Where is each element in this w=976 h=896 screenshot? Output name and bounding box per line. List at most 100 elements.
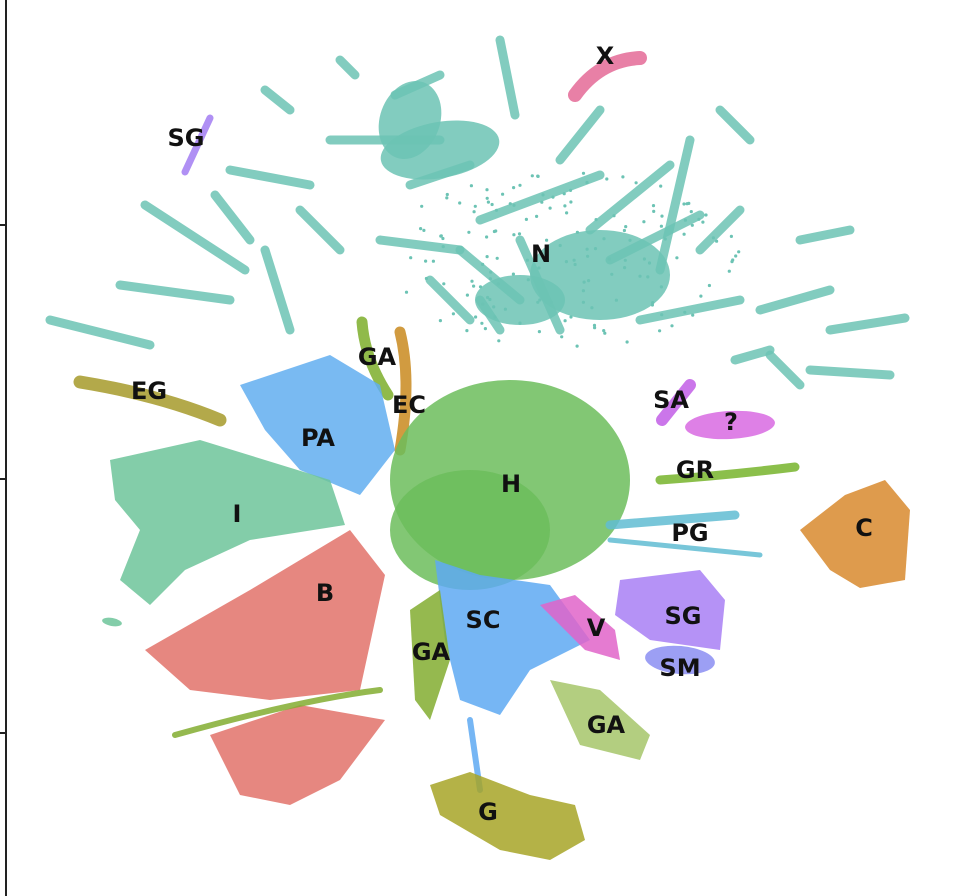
- cluster-n-point: [565, 211, 569, 215]
- cluster-n-streak: [635, 295, 745, 325]
- cluster-sg-region: [181, 114, 214, 176]
- cluster-n-point: [494, 229, 498, 233]
- cluster-n-point: [707, 283, 712, 288]
- cluster-n-point: [697, 217, 701, 221]
- cluster-n-point: [585, 180, 589, 185]
- cluster-label-i: I: [233, 500, 242, 528]
- cluster-n-streak: [225, 165, 315, 190]
- cluster-n-point: [602, 329, 606, 333]
- cluster-n-point: [581, 300, 586, 304]
- cluster-n-point: [687, 201, 691, 205]
- cluster-n-point: [485, 188, 489, 192]
- cluster-n-point: [524, 217, 529, 221]
- cluster-n-point: [562, 192, 566, 196]
- cluster-pg-region: [607, 537, 763, 558]
- cluster-n-point: [581, 289, 586, 293]
- cluster-n-point: [469, 184, 473, 188]
- cluster-n-point: [659, 184, 663, 188]
- cluster-n-point: [422, 228, 426, 232]
- cluster-n-streak: [375, 235, 465, 255]
- cluster-n-point: [651, 204, 656, 208]
- cluster-n-point: [438, 319, 442, 323]
- cluster-c-region: [800, 480, 910, 588]
- cluster-n-point: [569, 200, 573, 204]
- y-axis: [0, 0, 7, 896]
- cluster-n-point: [486, 295, 490, 300]
- cluster-i-outlier: [102, 617, 122, 627]
- cluster-n-point: [729, 234, 734, 238]
- cluster-n-point: [646, 275, 650, 279]
- cluster-n-streak: [495, 35, 520, 120]
- cluster-ga-streak: [172, 687, 383, 738]
- cluster-label-n: N: [531, 240, 551, 268]
- cluster-n-streak: [425, 275, 475, 325]
- cluster-n-point: [593, 247, 598, 251]
- cluster-n-point: [441, 236, 445, 241]
- cluster-n-streak: [730, 345, 775, 365]
- cluster-n-point: [621, 175, 625, 179]
- cluster-n-point: [622, 228, 627, 233]
- cluster-n-point: [518, 183, 522, 187]
- cluster-label-v: V: [587, 614, 606, 642]
- cluster-n-point: [409, 256, 413, 260]
- cluster-n-point: [512, 233, 516, 237]
- cluster-n-streak: [715, 105, 755, 145]
- cluster-n-point: [585, 247, 589, 251]
- cluster-n-streak: [825, 313, 910, 335]
- cluster-n-point: [659, 224, 664, 228]
- cluster-label-g: G: [478, 798, 498, 826]
- cluster-n-streak: [805, 365, 895, 380]
- cluster-label-b: B: [316, 579, 334, 607]
- cluster-n-point: [587, 279, 591, 283]
- cluster-n-point: [711, 236, 716, 240]
- cluster-n-point: [658, 329, 662, 333]
- cluster-n-point: [612, 214, 616, 218]
- cluster-n-point: [623, 266, 627, 270]
- cluster-n-streak: [115, 280, 235, 305]
- cluster-n-point: [569, 315, 573, 319]
- cluster-n-point: [670, 324, 674, 328]
- cluster-n-point: [563, 204, 567, 208]
- cluster-n-point: [493, 315, 497, 319]
- cluster-i-region: [110, 440, 345, 605]
- cluster-n-point: [683, 218, 688, 222]
- cluster-n-streak: [475, 170, 605, 225]
- cluster-n-point: [659, 285, 664, 289]
- cluster-n-point: [560, 335, 564, 339]
- cluster-n-point: [634, 181, 638, 185]
- cluster-n-point: [419, 227, 423, 231]
- cluster-pg-region: [605, 510, 740, 530]
- cluster-n-point: [575, 230, 580, 234]
- cluster-n-point: [420, 204, 424, 208]
- cluster-n-point: [594, 218, 598, 222]
- cluster-n-point: [511, 272, 515, 276]
- cluster-n-point: [472, 284, 476, 288]
- cluster-n-point: [660, 313, 664, 317]
- cluster-n-streak: [755, 285, 835, 315]
- cluster-n-point: [586, 254, 590, 258]
- cluster-ga-region: [550, 680, 650, 760]
- cluster-n-point: [734, 254, 738, 258]
- cluster-n-point: [441, 245, 445, 249]
- cluster-n-point: [689, 210, 693, 214]
- cluster-label-sc: SC: [466, 606, 501, 634]
- cluster-n-streak: [45, 315, 155, 350]
- cluster-n-point: [489, 270, 493, 274]
- cluster-n-point: [563, 319, 567, 323]
- cluster-n-point: [526, 278, 530, 282]
- cluster-ga-region: [356, 316, 394, 401]
- cluster-n-point: [699, 294, 703, 298]
- cluster-n-point: [650, 303, 655, 307]
- cluster-n-point: [568, 188, 573, 192]
- cluster-n-point: [404, 290, 409, 294]
- cluster-n-point: [490, 202, 494, 207]
- cluster-regions: [45, 35, 910, 860]
- cluster-n-point: [582, 280, 586, 284]
- cluster-n-streak: [140, 200, 250, 275]
- cluster-label-gr: GR: [676, 456, 714, 484]
- cluster-n-point: [727, 269, 731, 273]
- cluster-gr-region: [655, 462, 800, 485]
- cluster-n-point: [628, 238, 632, 242]
- cluster-sm-region: [645, 645, 715, 675]
- cluster-ga-region: [410, 590, 450, 720]
